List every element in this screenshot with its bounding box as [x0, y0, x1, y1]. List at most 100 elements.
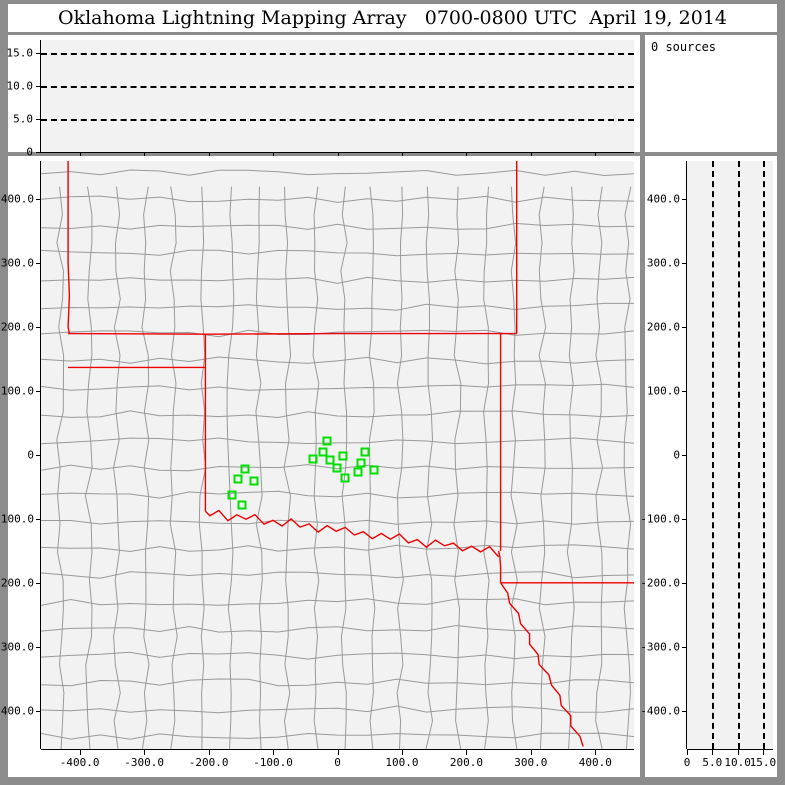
x-tick	[208, 153, 210, 158]
y-tick-label: 400.0	[646, 192, 680, 206]
y-tick	[682, 710, 687, 712]
state-border-oklahoma-arkansas-north	[497, 550, 502, 583]
x-tick	[79, 750, 81, 755]
lma-station-marker[interactable]	[237, 500, 247, 510]
lma-station-marker[interactable]	[325, 455, 335, 465]
height-histogram-plot-area	[687, 161, 773, 749]
lma-station-marker[interactable]	[356, 458, 366, 468]
county-border	[41, 249, 634, 257]
x-tick	[762, 750, 764, 755]
y-tick-label: 10.0	[6, 79, 34, 93]
x-tick	[466, 153, 468, 158]
y-tick	[682, 263, 687, 265]
x-tick	[273, 153, 275, 158]
y-tick	[36, 455, 41, 456]
y-axis-line	[40, 40, 41, 152]
x-axis-line	[687, 749, 773, 750]
gridline-horizontal	[41, 119, 634, 122]
x-tick	[530, 750, 532, 755]
gridline-vertical	[712, 161, 715, 749]
y-tick	[36, 710, 41, 712]
x-tick	[687, 750, 688, 755]
x-axis-line	[41, 749, 634, 750]
x-tick	[595, 153, 597, 158]
y-tick-label: 0	[26, 145, 33, 159]
lma-station-marker[interactable]	[322, 436, 332, 446]
county-border	[453, 186, 462, 749]
y-tick	[36, 53, 41, 55]
y-tick	[36, 582, 41, 584]
lma-station-marker[interactable]	[353, 467, 363, 477]
lma-station-marker[interactable]	[369, 465, 379, 475]
county-border	[255, 186, 263, 749]
lma-station-marker[interactable]	[233, 474, 243, 484]
county-border	[283, 186, 292, 749]
x-tick	[337, 153, 339, 158]
y-tick-label: -200.0	[0, 576, 34, 590]
y-tick	[36, 646, 41, 648]
county-border	[510, 186, 518, 749]
gridline-horizontal	[41, 53, 634, 56]
sources-count-panel: 0 sources	[645, 35, 777, 152]
x-tick	[144, 153, 146, 158]
x-tick-label: 0	[334, 756, 341, 769]
x-tick-label: 200.0	[449, 756, 483, 769]
y-tick	[682, 646, 687, 648]
y-tick	[36, 199, 41, 201]
x-tick	[144, 750, 146, 755]
county-border	[41, 732, 634, 740]
county-border	[56, 186, 65, 749]
gridline-vertical	[762, 161, 765, 749]
lma-station-marker[interactable]	[318, 447, 328, 457]
x-axis-line	[41, 152, 634, 153]
x-tick	[79, 153, 81, 158]
y-tick-label: 300.0	[646, 256, 680, 270]
lma-station-marker[interactable]	[338, 451, 348, 461]
x-tick-label: -100.0	[253, 756, 293, 769]
y-tick-label: -300.0	[640, 640, 680, 654]
county-border	[41, 302, 634, 311]
county-border	[41, 169, 634, 177]
x-tick-label: -200.0	[188, 756, 229, 769]
map-plot-area[interactable]	[41, 161, 634, 749]
lma-station-marker[interactable]	[360, 447, 370, 457]
county-border	[483, 186, 490, 749]
y-tick-label: 400.0	[0, 192, 34, 206]
title-bar: Oklahoma Lightning Mapping Array 0700-08…	[8, 4, 777, 32]
state-border-texas-louisiana	[500, 582, 584, 747]
county-border	[41, 410, 634, 419]
y-tick	[36, 152, 41, 153]
x-tick-label: 5.0	[702, 756, 723, 769]
county-border	[226, 186, 235, 749]
time-height-plot-area	[41, 40, 634, 152]
lma-station-marker[interactable]	[240, 464, 250, 474]
y-tick-label: 0	[673, 448, 680, 462]
lma-station-marker[interactable]	[308, 454, 318, 464]
y-tick	[36, 263, 41, 265]
lma-station-marker[interactable]	[340, 473, 350, 483]
y-tick	[682, 518, 687, 520]
lma-station-marker[interactable]	[227, 490, 237, 500]
lma-station-marker[interactable]	[332, 463, 342, 473]
x-tick-label: -400.0	[59, 756, 100, 769]
x-tick	[712, 750, 714, 755]
county-border	[425, 186, 434, 749]
county-border	[84, 186, 93, 749]
map-geography-svg	[41, 161, 634, 749]
y-tick-label: -100.0	[640, 512, 680, 526]
height-histogram-panel: -400.0 -300.0 -200.0 -100.0 0 100.0 200.0 300.0…	[640, 156, 777, 777]
x-tick	[737, 750, 739, 755]
y-tick	[36, 391, 41, 393]
x-tick	[466, 750, 468, 755]
x-tick-label: 15.0	[749, 756, 777, 769]
x-tick-label: 0	[683, 756, 691, 769]
x-tick	[530, 153, 532, 158]
state-border-red-river	[204, 509, 500, 558]
y-tick-label: 5.0	[13, 112, 33, 126]
y-tick-label: 100.0	[646, 384, 680, 398]
x-tick	[595, 750, 597, 755]
y-tick	[682, 582, 687, 584]
x-tick-label: 400.0	[578, 756, 612, 769]
lma-station-marker[interactable]	[249, 476, 259, 486]
